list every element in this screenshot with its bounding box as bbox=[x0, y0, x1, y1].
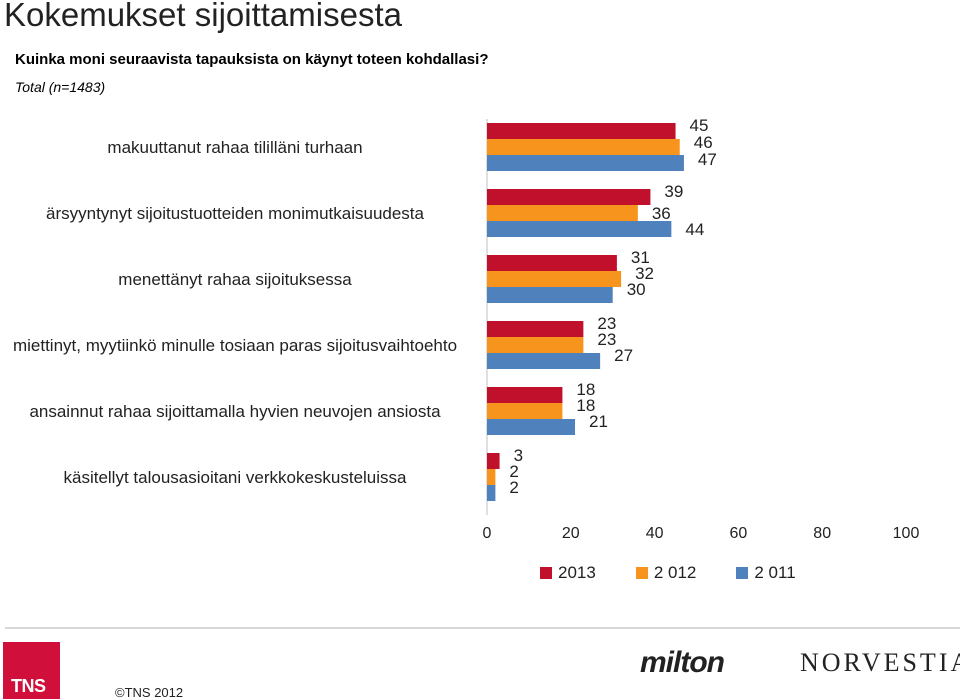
bar bbox=[487, 287, 613, 303]
x-tick-label: 100 bbox=[893, 525, 920, 542]
category-label: ansainnut rahaa sijoittamalla hyvien neu… bbox=[29, 401, 441, 421]
bar bbox=[487, 419, 575, 435]
legend-item: 2 012 bbox=[635, 563, 697, 583]
bar bbox=[487, 469, 496, 485]
bar bbox=[487, 321, 584, 337]
footer-divider bbox=[5, 627, 960, 629]
data-label: 23 bbox=[597, 330, 616, 349]
bar bbox=[487, 189, 651, 205]
legend-label: 2013 bbox=[558, 563, 596, 582]
x-tick-label: 60 bbox=[730, 525, 748, 542]
legend-item: 2 011 bbox=[736, 563, 796, 583]
category-label: makuuttanut rahaa tililläni turhaan bbox=[107, 137, 363, 157]
data-label: 23 bbox=[597, 314, 616, 333]
data-label: 46 bbox=[694, 133, 713, 152]
legend-label: 2 012 bbox=[653, 563, 697, 582]
bar bbox=[487, 155, 684, 171]
bar bbox=[487, 337, 584, 353]
bar bbox=[487, 453, 500, 469]
legend-label: 2 011 bbox=[754, 563, 796, 582]
data-label: 18 bbox=[576, 396, 595, 415]
bar bbox=[487, 139, 680, 155]
bar bbox=[487, 403, 563, 419]
data-label: 27 bbox=[614, 346, 633, 365]
norvestia-logo: NORVESTIA bbox=[800, 648, 960, 677]
data-label: 44 bbox=[685, 220, 704, 239]
copyright-text: ©TNS 2012 bbox=[115, 685, 184, 700]
page-title: Kokemukset sijoittamisesta bbox=[4, 0, 402, 33]
legend-item: 2013 bbox=[540, 563, 596, 583]
bar bbox=[487, 205, 638, 221]
bar bbox=[487, 255, 617, 271]
x-tick-label: 80 bbox=[813, 525, 831, 542]
category-label: käsitellyt talousasioitani verkkokeskust… bbox=[63, 467, 407, 487]
data-label: 2 bbox=[509, 478, 518, 497]
data-label: 31 bbox=[631, 248, 650, 267]
data-label: 18 bbox=[576, 380, 595, 399]
x-tick-label: 0 bbox=[483, 525, 492, 542]
data-label: 36 bbox=[652, 204, 671, 223]
category-label: ärsyyntynyt sijoitustuotteiden monimutka… bbox=[46, 203, 424, 223]
data-label: 3 bbox=[514, 446, 523, 465]
bar bbox=[487, 123, 676, 139]
data-label: 39 bbox=[664, 182, 683, 201]
data-label: 30 bbox=[627, 280, 646, 299]
data-label: 47 bbox=[698, 150, 717, 169]
category-label: menettänyt rahaa sijoituksessa bbox=[118, 269, 352, 289]
sample-size: Total (n=1483) bbox=[15, 79, 106, 95]
category-label: miettinyt, myytiinkö minulle tosiaan par… bbox=[12, 335, 458, 355]
milton-logo: milton bbox=[640, 646, 725, 679]
data-label: 2 bbox=[509, 462, 518, 481]
legend: 2013 2 012 2 011 bbox=[540, 563, 836, 583]
legend-swatch bbox=[635, 567, 648, 579]
bar bbox=[487, 271, 622, 287]
bar bbox=[487, 221, 672, 237]
data-label: 32 bbox=[635, 264, 654, 283]
data-label: 45 bbox=[690, 116, 709, 135]
question-text: Kuinka moni seuraavista tapauksista on k… bbox=[15, 51, 489, 68]
legend-swatch bbox=[736, 567, 749, 579]
tns-logo: TNS bbox=[3, 642, 60, 699]
x-tick-label: 40 bbox=[646, 525, 664, 542]
legend-swatch bbox=[540, 567, 552, 579]
x-tick-label: 20 bbox=[562, 525, 580, 542]
data-label: 21 bbox=[589, 412, 608, 431]
bar bbox=[487, 485, 496, 501]
bar bbox=[487, 353, 601, 369]
bar bbox=[487, 387, 563, 403]
